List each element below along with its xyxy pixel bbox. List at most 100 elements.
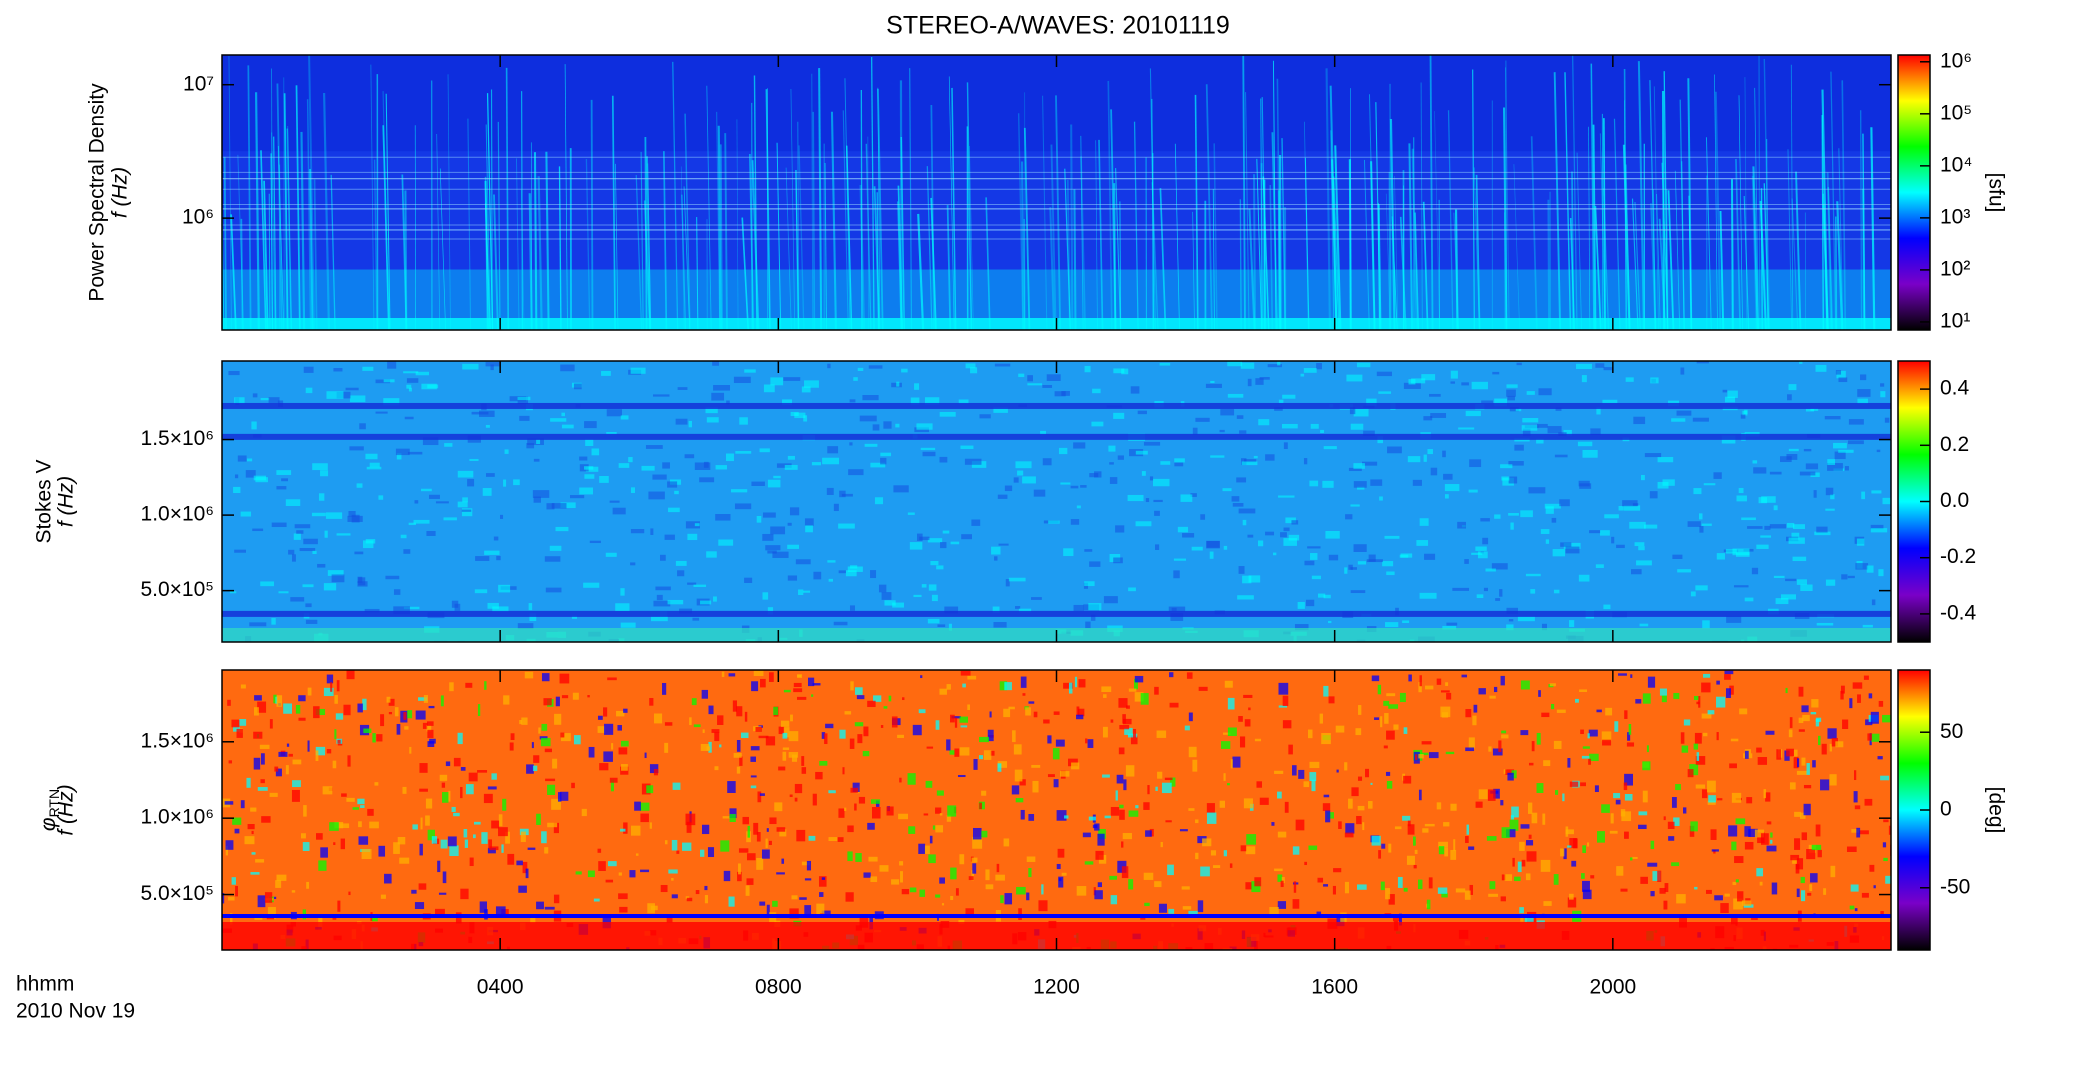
spectrogram-streak [749,154,755,330]
spectrogram-cell [386,696,391,703]
spectrogram-cell [1378,850,1382,859]
spectrogram-cell [1793,756,1799,769]
spectrogram-cell [303,538,318,545]
spectrogram-cell [664,742,669,753]
spectrogram-cell [1799,471,1816,476]
spectrogram-streak [1862,188,1866,330]
spectrogram-streak [830,111,837,330]
spectrogram-cell [983,750,992,760]
spectrogram-cell [703,461,709,468]
spectrogram-streak [1055,95,1062,330]
spectrogram-cell [804,380,819,388]
spectrogram-cell [1803,448,1812,452]
spectrogram-cell [1471,552,1483,555]
spectrogram-streak [1080,156,1087,330]
spectrogram-streak [640,151,644,330]
spectrogram-cell [1538,690,1541,697]
spectrogram-cell [733,376,751,384]
spectrogram-cell [1520,730,1529,736]
spectrogram-cell [675,418,688,425]
colorbar-tick-label: 0.0 [1940,489,1969,512]
spectrogram-streak [533,152,538,330]
spectrogram-cell [913,594,922,598]
spectrogram-cell [827,446,839,454]
spectrogram-cell [1582,449,1598,458]
spectrogram-cell [1848,419,1864,425]
spectrogram-cell [824,733,828,745]
spectrogram-streak [1513,164,1520,330]
spectrogram-cell [715,514,731,521]
spectrogram-cell [1788,384,1797,391]
spectrogram-cell [1876,449,1881,453]
spectrogram-cell [1862,624,1873,628]
spectrogram-cell [249,622,267,627]
spectrogram-cell [1259,377,1270,380]
spectrogram-cell [281,478,289,482]
spectrogram-cell [1213,865,1221,869]
spectrogram-cell [1190,493,1197,497]
spectrogram-cell [1811,844,1822,851]
spectrogram-cell [294,524,311,529]
spectrogram-cell [517,623,534,630]
spectrogram-cell [857,734,863,744]
spectrogram-cell [231,719,240,728]
spectrogram-cell [541,831,547,844]
spectrogram-cell [888,695,892,702]
spectrogram-cell [862,750,870,757]
spectrogram-cell [1408,379,1416,385]
spectrogram-cell [1713,472,1722,479]
spectrogram-cell [1643,524,1658,529]
spectrogram-streak [1834,216,1838,330]
spectrogram-cell [1226,783,1230,786]
spectrogram-cell [451,806,456,812]
spectrogram-cell [826,487,834,495]
spectrogram-cell [812,793,817,806]
spectrogram-cell [1667,821,1675,829]
spectrogram-cell [1197,836,1207,844]
spectrogram-cell [649,764,659,774]
spectrogram-cell [1736,495,1747,502]
spectrogram-cell [1569,893,1574,900]
spectrogram-cell [1773,575,1785,579]
spectrogram-cell [573,735,581,745]
spectrogram-cell [234,397,245,404]
spectrogram-cell [717,715,724,726]
spectrogram-cell [1385,888,1391,900]
spectrogram-cell [699,477,715,483]
spectrogram-cell [1489,695,1496,699]
spectrogram-cell [1545,539,1550,544]
spectrogram-cell [1638,811,1648,816]
spectrogram-cell [1657,481,1669,489]
spectrogram-cell [1671,797,1677,808]
spectrogram-cell [1844,466,1849,471]
spectrogram-cell [1760,833,1769,845]
spectrogram-cell [671,877,674,881]
spectrogram-cell [1141,471,1146,476]
spectrogram-cell [347,515,363,522]
spectrogram-cell [1724,396,1736,403]
spectrogram-cell [1521,425,1538,431]
spectrogram-cell [1269,907,1279,915]
spectrogram-cell [1830,865,1836,878]
spectrogram-cell [533,755,540,763]
spectrogram-cell [1159,362,1171,366]
spectrogram-cell [1348,798,1353,809]
spectrogram-cell [1084,549,1093,552]
spectrogram-cell [924,845,930,854]
spectrogram-cell [1379,496,1383,501]
spectrogram-cell [1468,489,1478,493]
spectrogram-cell [1846,846,1857,853]
spectrogram-cell [895,423,900,428]
spectrogram-cell [1403,775,1412,784]
spectrogram-cell [234,828,240,834]
spectrogram-cell [431,836,438,844]
spectrogram-cell [1078,679,1086,688]
spectrogram-streak [1248,208,1256,330]
spectrogram-cell [766,828,769,832]
spectrogram-cell [816,903,825,915]
spectrogram-cell [1134,678,1138,690]
spectrogram-streak [1719,210,1725,330]
spectrogram-cell [1800,584,1813,591]
spectrogram-cell [1088,816,1096,821]
spectrogram-cell [1311,575,1321,580]
